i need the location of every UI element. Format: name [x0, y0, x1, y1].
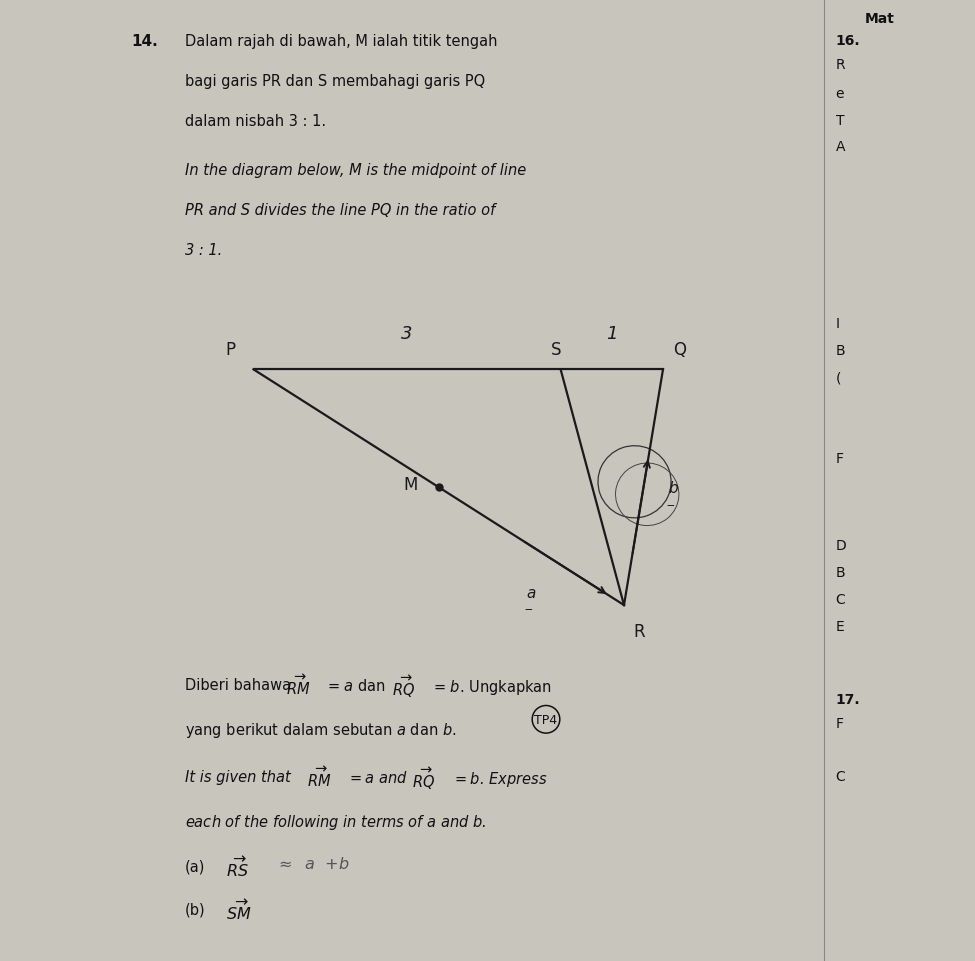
Text: B: B	[836, 565, 845, 579]
Text: A: A	[836, 140, 845, 155]
Text: $ = a$ and: $ = a$ and	[347, 769, 409, 785]
Text: $\overrightarrow{SM}$: $\overrightarrow{SM}$	[226, 898, 252, 923]
Text: In the diagram below, M is the midpoint of line: In the diagram below, M is the midpoint …	[185, 162, 526, 178]
Text: I: I	[836, 317, 839, 332]
Text: $b$: $b$	[668, 480, 679, 495]
Text: F: F	[836, 452, 843, 466]
Text: $\overrightarrow{RM}$: $\overrightarrow{RM}$	[307, 765, 332, 789]
Text: 1: 1	[606, 325, 617, 343]
Text: E: E	[836, 619, 844, 633]
Text: $\overrightarrow{RS}$: $\overrightarrow{RS}$	[226, 854, 249, 879]
Text: 3 : 1.: 3 : 1.	[185, 243, 222, 259]
Text: B: B	[836, 344, 845, 358]
Text: $\overrightarrow{RQ}$: $\overrightarrow{RQ}$	[412, 765, 436, 791]
Text: 14.: 14.	[132, 34, 158, 49]
Text: T: T	[836, 113, 844, 128]
Text: yang berikut dalam sebutan $a$ dan $b$.: yang berikut dalam sebutan $a$ dan $b$.	[185, 721, 456, 740]
Text: dalam nisbah 3 : 1.: dalam nisbah 3 : 1.	[185, 114, 327, 130]
Text: 16.: 16.	[836, 34, 860, 48]
Text: Diberi bahawa: Diberi bahawa	[185, 678, 296, 693]
Text: = $a$ dan: = $a$ dan	[327, 678, 387, 694]
Text: R: R	[836, 58, 845, 72]
Text: PR and S divides the line PQ in the ratio of: PR and S divides the line PQ in the rati…	[185, 203, 495, 218]
Text: Mat: Mat	[865, 12, 895, 26]
Text: D: D	[836, 538, 846, 553]
Text: (a): (a)	[185, 858, 206, 874]
Text: $\approx$  $a$  $+b$: $\approx$ $a$ $+b$	[275, 855, 349, 872]
Text: Dalam rajah di bawah, M ialah titik tengah: Dalam rajah di bawah, M ialah titik teng…	[185, 34, 498, 49]
Text: 3: 3	[402, 325, 412, 343]
Text: $a$: $a$	[526, 585, 536, 601]
Text: $ = b$. Express: $ = b$. Express	[452, 769, 548, 788]
Text: Q: Q	[673, 340, 685, 358]
Text: each of the following in terms of $a$ and $b$.: each of the following in terms of $a$ an…	[185, 812, 487, 831]
Text: R: R	[634, 623, 645, 641]
Text: 17.: 17.	[836, 692, 860, 706]
Text: (: (	[836, 371, 841, 385]
Text: $\overrightarrow{RQ}$: $\overrightarrow{RQ}$	[392, 674, 415, 700]
Text: = $b$. Ungkapkan: = $b$. Ungkapkan	[433, 678, 552, 697]
Text: F: F	[836, 716, 843, 730]
Text: C: C	[836, 592, 845, 606]
Text: C: C	[836, 769, 845, 783]
Text: M: M	[403, 476, 417, 494]
Text: TP4: TP4	[534, 713, 558, 727]
Text: e: e	[836, 86, 844, 101]
Text: P: P	[226, 340, 236, 358]
Text: S: S	[551, 340, 561, 358]
Text: $\overrightarrow{RM}$: $\overrightarrow{RM}$	[286, 674, 310, 698]
Text: It is given that: It is given that	[185, 769, 295, 784]
Text: (b): (b)	[185, 901, 206, 917]
Text: bagi garis PR dan S membahagi garis PQ: bagi garis PR dan S membahagi garis PQ	[185, 74, 486, 89]
